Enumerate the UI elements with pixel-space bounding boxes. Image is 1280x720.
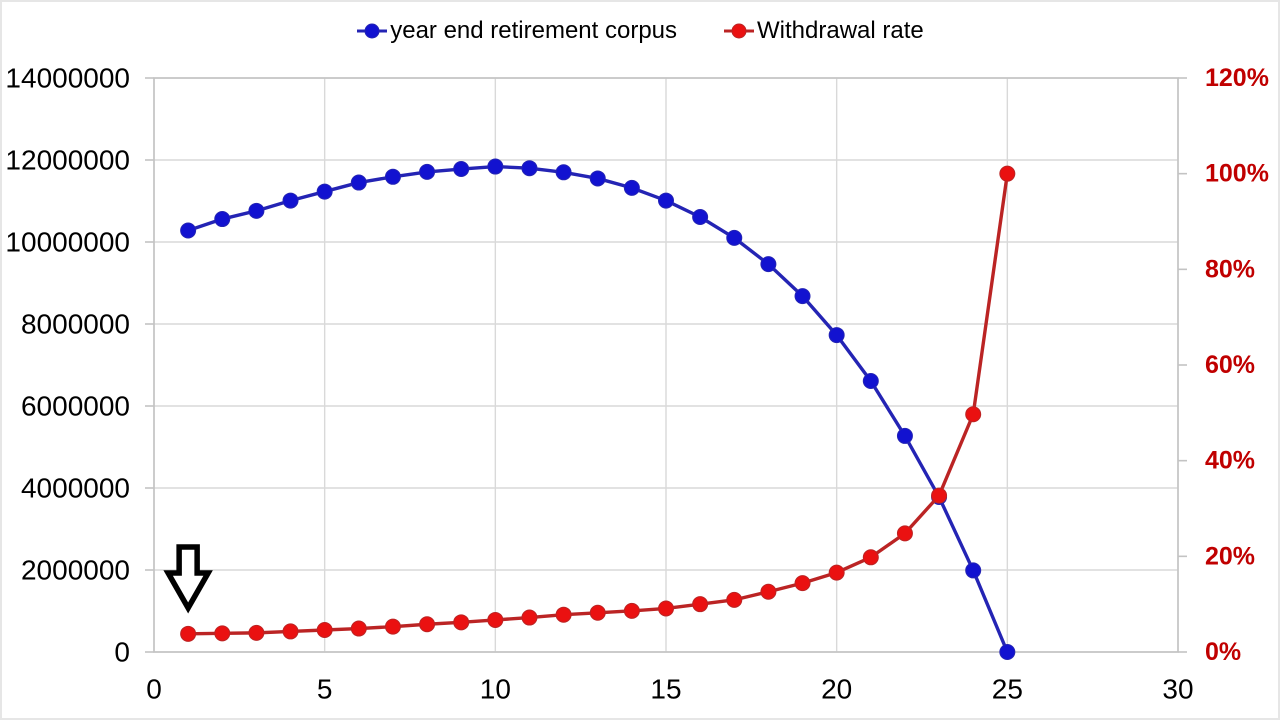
left-axis-tick-label: 12000000 [5,145,130,176]
withdrawal-rate-data-point [862,549,879,566]
withdrawal-rate-data-point [965,406,982,423]
corpus-data-point [999,644,1016,660]
corpus-data-point [589,170,606,187]
withdrawal-rate-data-point [316,621,333,638]
withdrawal-legend-marker-icon [724,23,755,39]
withdrawal-rate-data-point [248,624,265,641]
corpus-data-point [384,168,401,185]
x-axis-tick-label: 5 [317,674,333,705]
legend-label-corpus: year end retirement corpus [390,17,678,44]
chart-legend: year end retirement corpus Withdrawal ra… [0,14,1280,48]
corpus-data-point [760,256,777,273]
withdrawal-rate-data-point [282,623,299,640]
corpus-data-point [282,192,299,209]
corpus-series-line [187,164,1009,653]
corpus-data-point [419,163,436,180]
corpus-data-point [350,174,367,191]
legend-item-withdrawal-rate: Withdrawal rate [723,14,924,48]
corpus-data-point [453,161,470,178]
withdrawal-rate-data-point [487,611,504,628]
corpus-data-point [692,208,709,225]
left-axis-tick-label: 0 [114,637,130,668]
withdrawal-rate-data-point [214,625,231,642]
left-axis-tick-label: 10000000 [5,227,130,258]
right-axis-tick-label: 0% [1205,638,1241,666]
withdrawal-rate-data-point [794,575,811,592]
left-axis-tick-label: 6000000 [21,391,130,422]
corpus-data-point [521,160,538,177]
corpus-data-point [794,288,811,305]
corpus-data-point [180,222,197,239]
right-axis-tick-label: 40% [1205,447,1255,475]
left-axis-tick-label: 2000000 [21,555,130,586]
corpus-data-point [316,183,333,200]
corpus-data-point [487,158,504,175]
x-axis-tick-label: 25 [992,674,1023,705]
legend-label-withdrawal-rate: Withdrawal rate [757,17,924,44]
right-axis-tick-label: 80% [1205,255,1255,283]
withdrawal-rate-data-point [692,596,709,613]
x-axis-tick-label: 15 [650,674,681,705]
legend-item-corpus: year end retirement corpus [356,14,677,48]
withdrawal-rate-data-point [555,606,572,623]
withdrawal-rate-data-point [999,165,1016,182]
corpus-data-point [248,202,265,219]
corpus-data-point [862,372,879,389]
right-axis-tick-label: 20% [1205,542,1255,570]
corpus-data-point [555,164,572,181]
corpus-data-point [896,427,913,444]
withdrawal-rate-data-point [658,600,674,617]
withdrawal-rate-data-point [726,591,743,608]
withdrawal-rate-data-point [760,583,777,600]
withdrawal-rate-data-point [896,525,913,542]
x-axis-tick-label: 30 [1162,674,1193,705]
corpus-data-point [828,327,845,344]
right-axis-tick-label: 120% [1205,64,1269,92]
withdrawal-rate-data-point [350,620,367,637]
left-axis-tick-label: 8000000 [21,309,130,340]
withdrawal-rate-data-point [521,609,538,626]
withdrawal-rate-data-point [180,625,197,642]
x-axis-tick-label: 20 [821,674,852,705]
right-axis-tick-label: 60% [1205,351,1255,379]
x-axis-tick-label: 0 [146,674,162,705]
down-arrow-annotation [163,544,213,614]
withdrawal-rate-data-point [623,602,640,619]
withdrawal-rate-data-point [419,616,436,633]
right-axis-tick-label: 100% [1205,160,1269,188]
withdrawal-rate-data-point [589,604,606,621]
corpus-legend-marker-icon [357,23,388,39]
corpus-data-point [623,179,640,196]
corpus-data-point [214,211,231,228]
withdrawal-rate-data-point [931,487,948,504]
withdrawal-rate-data-point [828,564,845,581]
withdrawal-rate-data-point [384,618,401,635]
left-axis-tick-label: 14000000 [5,63,130,94]
corpus-data-point [726,229,743,246]
corpus-data-point [658,192,674,209]
corpus-data-point [965,562,982,579]
withdrawal-rate-data-point [453,614,470,631]
left-axis-tick-label: 4000000 [21,473,130,504]
x-axis-tick-label: 10 [480,674,511,705]
